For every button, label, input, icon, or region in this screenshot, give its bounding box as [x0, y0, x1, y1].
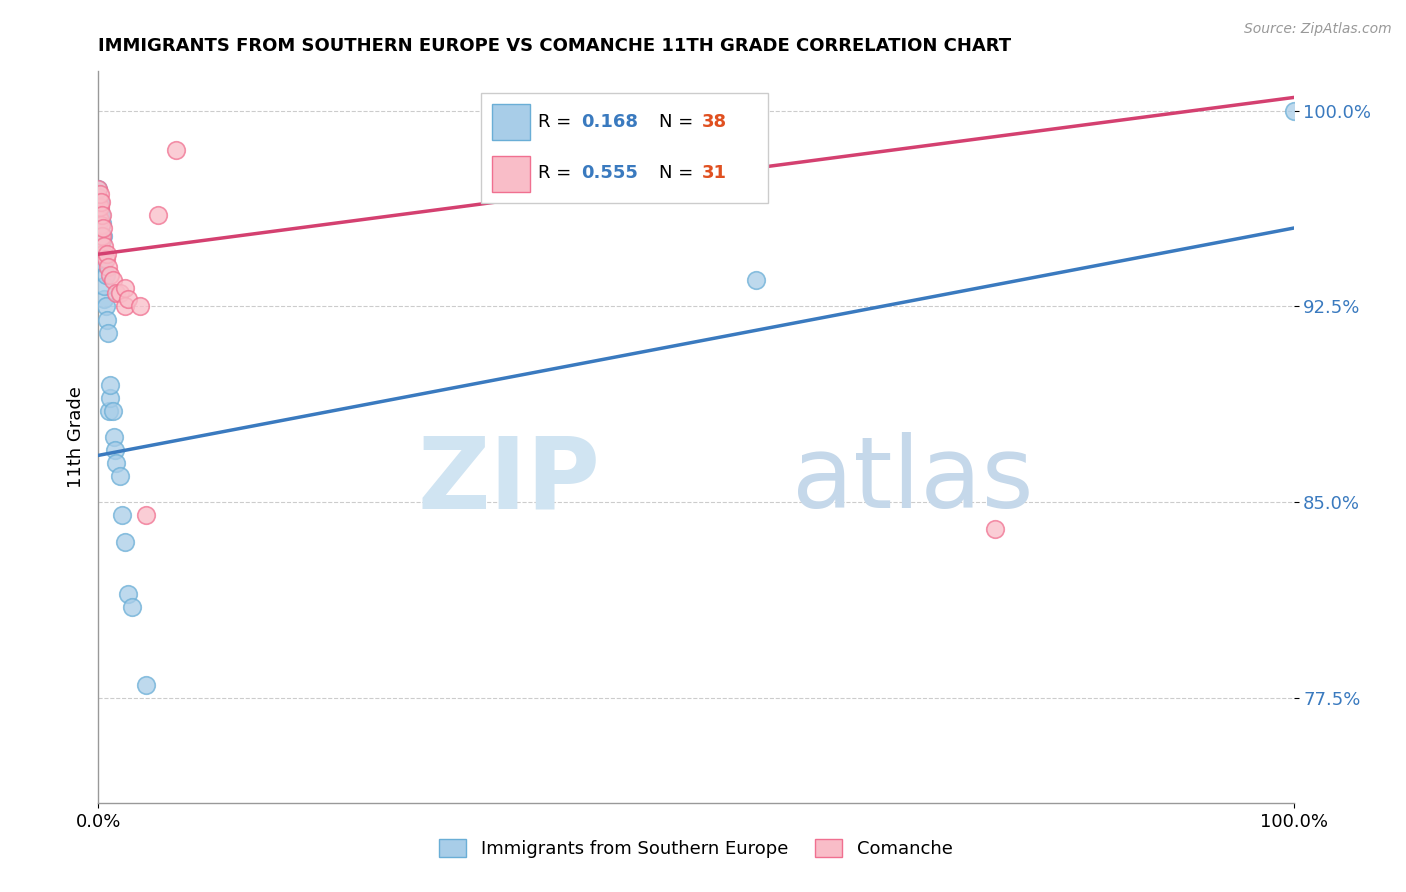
Point	[91, 247, 114, 261]
Point	[94, 268, 117, 282]
Point	[87, 182, 110, 196]
Point	[98, 377, 122, 392]
Text: atlas: atlas	[792, 433, 1033, 530]
Point	[1282, 103, 1305, 118]
Point	[101, 404, 124, 418]
Point	[87, 208, 110, 222]
Point	[89, 227, 111, 241]
Point	[105, 286, 128, 301]
Text: Source: ZipAtlas.com: Source: ZipAtlas.com	[1244, 22, 1392, 37]
Point	[87, 182, 110, 196]
Point	[114, 281, 136, 295]
Point	[148, 208, 170, 222]
Point	[90, 208, 112, 222]
Point	[101, 273, 124, 287]
Point	[111, 508, 134, 523]
Point	[114, 300, 136, 314]
Point	[96, 312, 118, 326]
Point	[87, 190, 110, 204]
Point	[745, 129, 768, 144]
Point	[97, 260, 120, 275]
Point	[91, 255, 114, 269]
Point	[87, 208, 110, 222]
Point	[121, 599, 143, 614]
Point	[91, 221, 114, 235]
Point	[96, 247, 118, 261]
Point	[135, 678, 157, 692]
Point	[90, 255, 112, 269]
Point	[89, 213, 111, 227]
Point	[94, 252, 117, 267]
Point	[117, 292, 139, 306]
Point	[108, 286, 131, 301]
Point	[90, 234, 112, 248]
Point	[87, 221, 110, 235]
Point	[87, 194, 110, 209]
Point	[114, 534, 136, 549]
Point	[117, 587, 139, 601]
Point	[93, 292, 115, 306]
Point	[87, 200, 110, 214]
Point	[89, 200, 111, 214]
Point	[90, 194, 112, 209]
Point	[89, 187, 111, 202]
Point	[91, 234, 114, 248]
Point	[87, 200, 110, 214]
Point	[87, 190, 110, 204]
Point	[98, 391, 122, 405]
Point	[104, 443, 127, 458]
Text: IMMIGRANTS FROM SOUTHERN EUROPE VS COMANCHE 11TH GRADE CORRELATION CHART: IMMIGRANTS FROM SOUTHERN EUROPE VS COMAN…	[98, 37, 1011, 54]
Point	[135, 508, 157, 523]
Point	[98, 268, 122, 282]
Point	[90, 229, 112, 244]
Point	[97, 326, 120, 340]
Point	[165, 143, 187, 157]
Point	[108, 469, 131, 483]
Point	[103, 430, 125, 444]
Y-axis label: 11th Grade: 11th Grade	[66, 386, 84, 488]
Point	[89, 213, 111, 227]
Point	[91, 229, 114, 244]
Point	[93, 239, 115, 253]
Point	[745, 273, 768, 287]
Text: ZIP: ZIP	[418, 433, 600, 530]
Point	[94, 300, 117, 314]
Point	[91, 229, 114, 244]
Point	[984, 522, 1007, 536]
Point	[98, 404, 121, 418]
Point	[129, 300, 152, 314]
Legend: Immigrants from Southern Europe, Comanche: Immigrants from Southern Europe, Comanch…	[430, 830, 962, 867]
Point	[91, 216, 114, 230]
Point	[105, 456, 128, 470]
Point	[93, 278, 115, 293]
Point	[89, 202, 111, 217]
Point	[89, 194, 111, 209]
Point	[91, 208, 114, 222]
Point	[90, 219, 112, 233]
